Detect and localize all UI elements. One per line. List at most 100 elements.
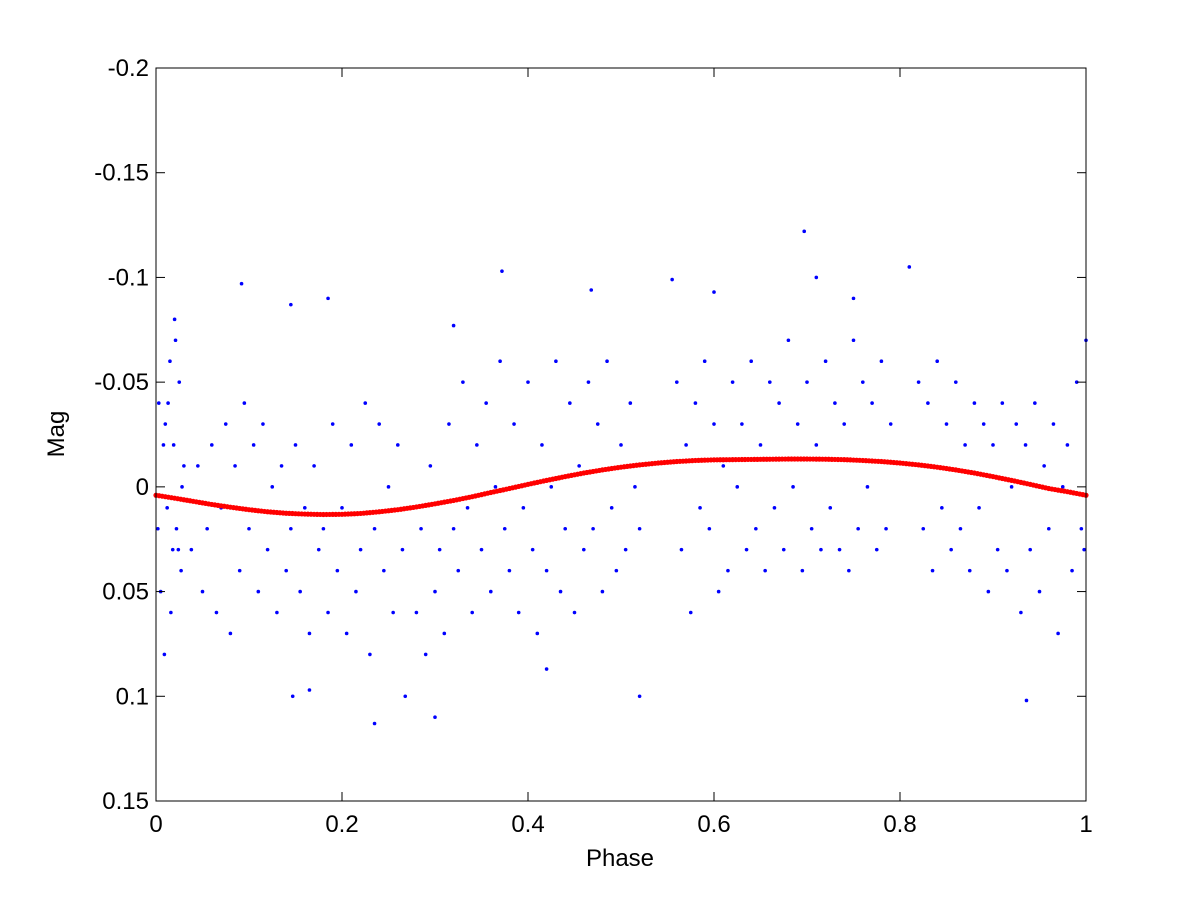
observation-point xyxy=(275,610,279,615)
observation-point xyxy=(949,547,953,552)
observation-point xyxy=(800,568,805,573)
x-tick-label: 0.4 xyxy=(511,811,544,838)
observation-point xyxy=(554,359,558,364)
observation-point xyxy=(926,401,930,405)
observation-point xyxy=(1074,380,1079,384)
observation-point xyxy=(749,359,753,364)
observation-point xyxy=(544,568,549,573)
observation-point xyxy=(935,359,939,364)
observation-point xyxy=(814,443,819,447)
observation-point xyxy=(279,464,284,468)
observation-point xyxy=(484,401,488,405)
observation-point xyxy=(986,589,991,594)
observation-point xyxy=(744,547,749,552)
observation-point xyxy=(675,380,679,384)
x-tick-label: 0.2 xyxy=(325,811,358,838)
observation-point xyxy=(403,694,408,699)
observation-point xyxy=(419,526,423,531)
observation-point xyxy=(382,568,386,573)
observation-point xyxy=(688,610,693,615)
observation-point xyxy=(1070,568,1074,573)
observation-point xyxy=(303,506,307,510)
observation-point xyxy=(595,422,600,426)
observation-point xyxy=(516,610,521,615)
observation-point xyxy=(530,547,535,552)
observation-point xyxy=(214,610,219,615)
y-tick-label: 0.05 xyxy=(102,579,149,606)
observation-point xyxy=(1060,485,1065,489)
observation-point xyxy=(173,338,178,343)
observation-point xyxy=(712,290,716,294)
observation-point xyxy=(162,652,167,657)
plot-frame xyxy=(155,67,1087,802)
observation-point xyxy=(1082,547,1086,552)
observation-point xyxy=(972,401,977,405)
observation-point xyxy=(479,547,484,552)
observation-points xyxy=(156,229,1088,726)
observation-point xyxy=(768,380,772,384)
observation-point xyxy=(172,317,177,322)
observation-point xyxy=(372,721,377,726)
observation-point xyxy=(684,443,688,447)
observation-point xyxy=(165,506,169,510)
observation-point xyxy=(461,380,465,384)
observation-point xyxy=(316,547,321,552)
observation-point xyxy=(698,506,702,510)
observation-point xyxy=(1009,485,1014,489)
observation-point xyxy=(623,547,628,552)
observation-point xyxy=(851,338,856,343)
observation-point xyxy=(156,401,161,405)
y-tick-label: -0.2 xyxy=(108,55,149,82)
observation-point xyxy=(176,547,181,552)
observation-point xyxy=(558,589,563,594)
observation-point xyxy=(363,401,368,405)
observation-point xyxy=(386,485,391,489)
observation-point xyxy=(335,568,340,573)
observation-point xyxy=(451,526,456,531)
observation-point xyxy=(712,422,716,426)
observation-point xyxy=(679,547,684,552)
fit-curve-points xyxy=(153,456,1089,518)
observation-point xyxy=(591,526,595,531)
observation-point xyxy=(502,526,507,531)
observation-point xyxy=(967,568,972,573)
observation-point xyxy=(326,296,330,301)
observation-point xyxy=(168,359,172,364)
observation-point xyxy=(396,443,400,447)
observation-point xyxy=(758,443,763,447)
observation-point xyxy=(200,589,205,594)
observation-point xyxy=(189,547,194,552)
observation-point xyxy=(307,631,312,636)
observation-point xyxy=(166,401,170,405)
observation-point xyxy=(781,547,786,552)
observation-point xyxy=(921,526,926,531)
observation-point xyxy=(298,589,302,594)
observation-point xyxy=(507,568,512,573)
observation-point xyxy=(991,443,995,447)
observation-point xyxy=(786,338,791,343)
observation-point xyxy=(358,547,363,552)
observation-point xyxy=(828,506,833,510)
observation-point xyxy=(228,631,233,636)
observation-point xyxy=(512,422,516,426)
observation-point xyxy=(242,401,247,405)
observation-point xyxy=(239,281,244,286)
observation-point xyxy=(879,359,884,364)
observation-point xyxy=(795,422,800,426)
observation-point xyxy=(265,547,270,552)
observation-point xyxy=(171,443,176,447)
observation-point xyxy=(321,526,326,531)
observation-point xyxy=(290,694,295,699)
observation-point xyxy=(823,359,828,364)
x-tick-label: 0.6 xyxy=(697,811,730,838)
observation-point xyxy=(179,568,183,573)
observation-point xyxy=(344,631,349,636)
observation-point xyxy=(521,506,526,510)
observation-point xyxy=(1065,443,1070,447)
observation-point xyxy=(563,526,567,531)
observation-point xyxy=(354,589,358,594)
observation-point xyxy=(428,464,433,468)
observation-point xyxy=(377,422,382,426)
observation-point xyxy=(600,589,605,594)
